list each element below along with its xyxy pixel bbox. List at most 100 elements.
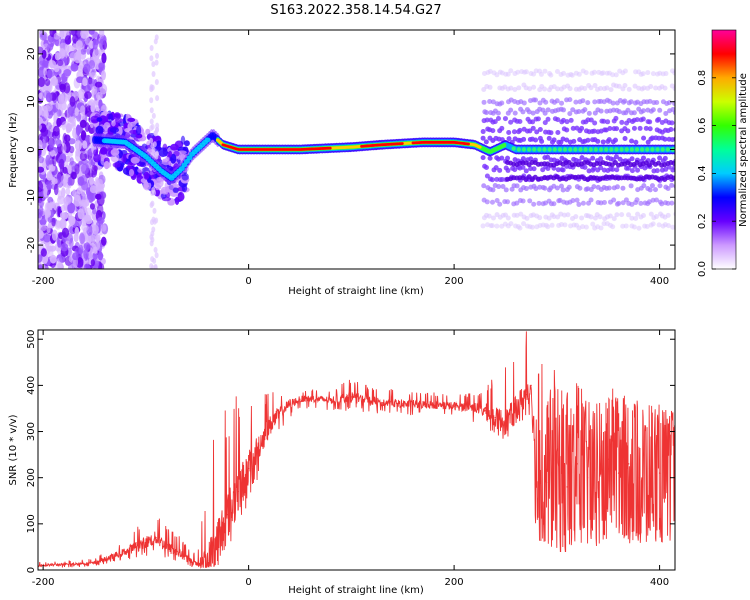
harmonic-blob: [637, 125, 643, 131]
harmonic-blob: [546, 215, 552, 221]
harmonic-blob: [597, 214, 603, 220]
harmonic-blob: [484, 173, 490, 179]
harmonic-blob: [614, 212, 620, 218]
noise-blob: [38, 180, 44, 193]
noise-blob: [151, 61, 156, 68]
harmonic-blob: [567, 111, 573, 117]
noise-blob: [152, 141, 157, 148]
harmonic-blob: [490, 187, 496, 193]
harmonic-blob: [620, 223, 626, 229]
snr-point: [525, 394, 527, 396]
harmonic-blob: [557, 197, 563, 203]
harmonic-blob: [512, 87, 518, 93]
noise-blob: [68, 215, 76, 226]
noise-blob: [49, 245, 57, 252]
noise-blob: [100, 36, 106, 46]
snr-point: [587, 477, 589, 479]
harmonic-blob: [531, 84, 537, 90]
harmonic-blob: [620, 185, 626, 191]
snr-point: [176, 550, 178, 553]
y-tick-label: 100: [26, 514, 37, 533]
snr-series-line: [38, 331, 675, 569]
noise-blob: [52, 125, 60, 137]
harmonic-blob: [555, 214, 561, 220]
snr-content: [38, 331, 675, 569]
harmonic-blob: [641, 135, 647, 141]
harmonic-blob: [538, 71, 544, 77]
harmonic-blob: [542, 110, 548, 116]
snr-point: [196, 563, 198, 566]
noise-blob: [64, 155, 71, 163]
harmonic-blob: [515, 69, 521, 75]
harmonic-blob: [669, 182, 675, 188]
y-tick-label: 10: [26, 95, 37, 108]
noise-blob: [118, 121, 125, 127]
noise-blob: [80, 130, 87, 141]
harmonic-blob: [591, 69, 597, 75]
noise-blob: [88, 40, 94, 49]
noise-blob: [89, 203, 96, 210]
harmonic-blob: [605, 119, 611, 125]
harmonic-blob: [622, 68, 628, 74]
harmonic-blob: [494, 176, 500, 182]
noise-blob: [160, 186, 170, 195]
snr-point: [535, 477, 537, 479]
harmonic-blob: [545, 116, 551, 122]
harmonic-blob: [662, 155, 668, 161]
noise-blob: [44, 78, 51, 87]
noise-blob: [137, 168, 143, 173]
harmonic-blob: [497, 201, 503, 207]
harmonic-blob: [483, 165, 489, 171]
snr-point: [617, 472, 620, 474]
snr-point: [474, 406, 476, 409]
harmonic-blob: [649, 183, 655, 189]
harmonic-blob: [548, 72, 554, 78]
harmonic-blob: [610, 100, 616, 106]
ridge-speckle: [655, 147, 660, 152]
ridge-speckle: [511, 146, 516, 151]
harmonic-blob: [536, 200, 542, 206]
harmonic-blob: [657, 183, 663, 189]
harmonic-blob: [657, 107, 663, 113]
noise-blob: [170, 153, 177, 164]
harmonic-blob: [517, 225, 523, 231]
harmonic-blob: [512, 110, 518, 116]
ridge-speckle: [634, 147, 640, 152]
harmonic-blob: [652, 187, 658, 193]
noise-blob: [43, 186, 48, 198]
harmonic-blob: [598, 156, 604, 162]
noise-blob: [51, 178, 58, 185]
noise-blob: [50, 76, 59, 87]
noise-blob: [56, 205, 61, 218]
noise-blob: [149, 124, 154, 131]
y-tick-label: 20: [26, 48, 37, 61]
noise-blob: [67, 202, 76, 214]
ridge-speckle: [552, 147, 557, 152]
noise-blob: [53, 32, 61, 40]
ridge-speckle: [547, 147, 552, 152]
noise-blob: [97, 251, 103, 261]
harmonic-blob: [542, 68, 548, 74]
x-tick-label: 0: [245, 577, 251, 588]
noise-blob: [79, 199, 85, 207]
noise-blob: [155, 52, 160, 59]
ridge-speckle: [614, 147, 619, 152]
spectrogram-content: [38, 30, 675, 269]
ridge-speckle: [588, 147, 593, 152]
harmonic-blob: [495, 110, 501, 116]
ridge-speckle: [629, 147, 635, 152]
noise-blob: [154, 252, 159, 259]
noise-blob: [135, 125, 142, 136]
noise-blob: [79, 119, 87, 128]
noise-blob: [151, 146, 156, 153]
noise-blob: [60, 204, 66, 212]
noise-blob: [156, 140, 161, 146]
ridge-speckle: [650, 147, 655, 152]
y-tick-label: 300: [26, 422, 37, 441]
harmonic-blob: [623, 223, 629, 229]
harmonic-blob: [654, 99, 660, 105]
noise-blob: [151, 112, 156, 119]
noise-blob: [69, 30, 78, 36]
harmonic-blob: [530, 110, 536, 116]
harmonic-blob: [495, 116, 501, 122]
